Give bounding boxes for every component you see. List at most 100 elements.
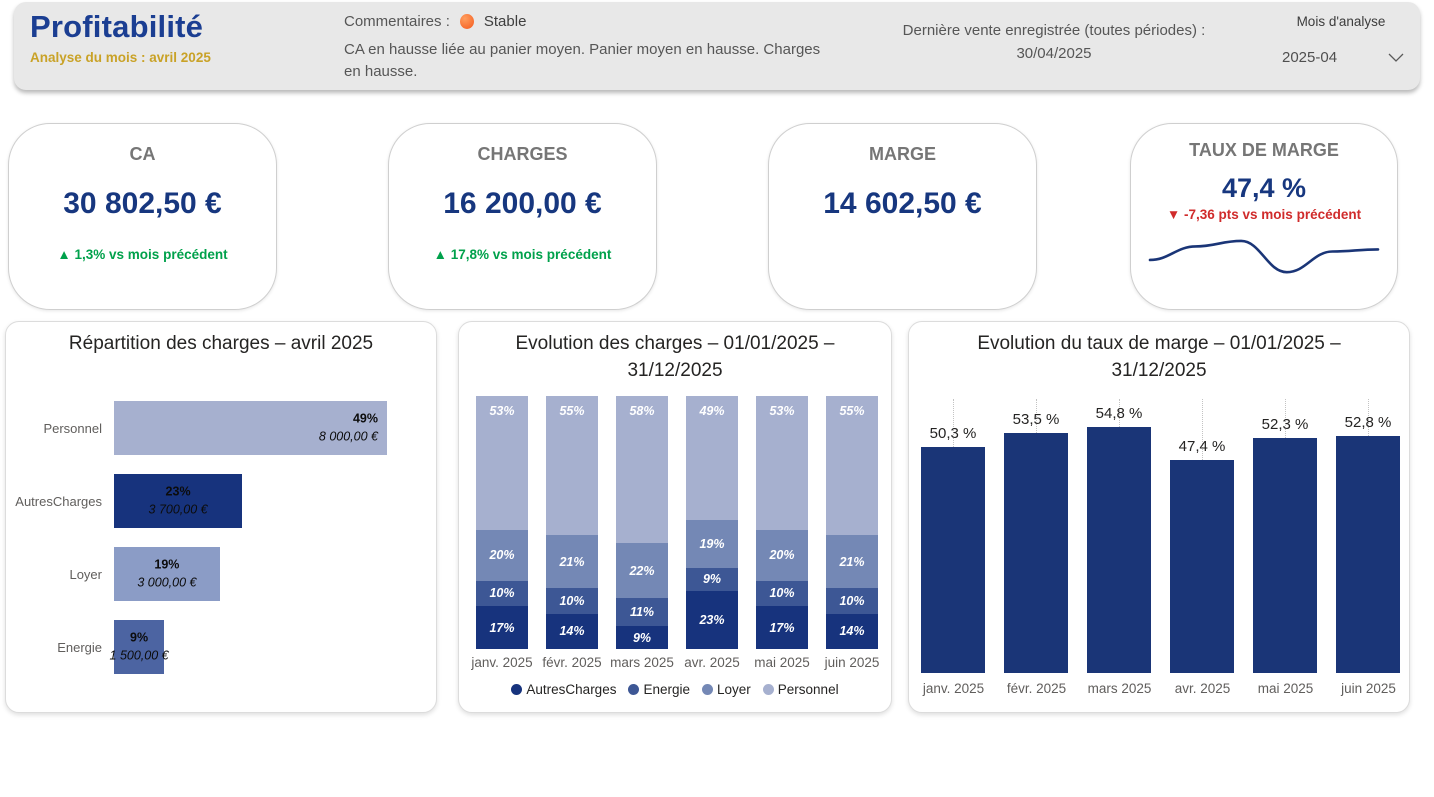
column-avr-2025[interactable]: 47,4 %	[1170, 399, 1234, 673]
column-mars-2025[interactable]: 54,8 %	[1087, 399, 1151, 673]
segment-loyer[interactable]: 22%	[616, 542, 668, 599]
segment-personnel[interactable]: 55%	[826, 396, 878, 536]
margin-rate-bar[interactable]	[1170, 460, 1234, 673]
stacked-column-mai-2025[interactable]: 53% 20% 10% 17%	[756, 396, 808, 649]
segment-autrescharges[interactable]: 17%	[756, 606, 808, 649]
legend-item-personnel[interactable]: Personnel	[762, 682, 839, 697]
bar-value-label: 53,5 %	[1012, 410, 1060, 428]
segment-energie[interactable]: 10%	[546, 588, 598, 614]
dotted-gridline	[1368, 399, 1369, 436]
bar-euro-label: 8 000,00 €	[318, 429, 378, 444]
comments-block: Commentaires : Stable CA en hausse liée …	[344, 13, 834, 83]
segment-energie[interactable]: 11%	[616, 598, 668, 627]
legend-label: Personnel	[777, 682, 839, 697]
bar-personnel[interactable]: 49% 8 000,00 €	[114, 401, 387, 456]
sparkline-path	[1148, 239, 1380, 274]
segment-loyer[interactable]: 21%	[546, 535, 598, 589]
bar-track: 9% 1 500,00 €	[110, 620, 436, 675]
kpi-value: 47,4 %	[1221, 173, 1307, 203]
legend-dot-icon	[762, 684, 774, 695]
kpi-card-charges: CHARGES 16 200,00 € ▲ 17,8% vs mois préc…	[388, 123, 657, 310]
segment-energie[interactable]: 10%	[756, 580, 808, 606]
bar-loyer[interactable]: 19% 3 000,00 €	[114, 547, 220, 602]
segment-loyer[interactable]: 20%	[476, 530, 528, 581]
comment-body: CA en hausse liée au panier moyen. Panie…	[344, 41, 821, 80]
stacked-column-mars-2025[interactable]: 58% 22% 11% 9%	[616, 396, 668, 649]
last-sale-label: Dernière vente enregistrée (toutes pério…	[902, 22, 1206, 39]
category-label: Energie	[57, 639, 102, 655]
bar-energie[interactable]: 9% 1 500,00 €	[110, 620, 169, 675]
x-axis-labels: janv. 2025 févr. 2025 mars 2025 avr. 2025 ma…	[912, 681, 1410, 696]
segment-personnel[interactable]: 58%	[616, 396, 668, 543]
segment-autrescharges[interactable]: 14%	[546, 613, 598, 649]
kpi-value: 14 602,50 €	[823, 187, 982, 220]
kpi-value: 16 200,00 €	[443, 187, 602, 220]
margin-rate-bar[interactable]	[1087, 426, 1151, 673]
segment-autrescharges[interactable]: 14%	[826, 613, 878, 649]
legend-item-loyer[interactable]: Loyer	[702, 682, 751, 697]
column-f-vr-2025[interactable]: 53,5 %	[1004, 399, 1068, 673]
bar-autrescharges[interactable]: 23% 3 700,00 €	[114, 474, 243, 529]
chevron-down-icon[interactable]	[1388, 53, 1404, 62]
last-sale-block: Dernière vente enregistrée (toutes pério…	[884, 19, 1224, 66]
x-tick-label: févr. 2025	[542, 655, 602, 670]
margin-rate-bar[interactable]	[921, 447, 985, 673]
segment-loyer[interactable]: 20%	[756, 530, 808, 581]
column-janv-2025[interactable]: 50,3 %	[921, 399, 985, 673]
month-filter-label: Mois d'analyse	[1296, 14, 1386, 29]
comments-label: Commentaires :	[344, 13, 450, 30]
x-tick-label: févr. 2025	[1006, 681, 1067, 696]
stacked-column-f-vr-2025[interactable]: 55% 21% 10% 14%	[546, 396, 598, 649]
segment-personnel[interactable]: 53%	[756, 396, 808, 531]
stacked-column-avr-2025[interactable]: 49% 19% 9% 23%	[686, 396, 738, 649]
dotted-gridline	[1285, 399, 1286, 439]
segment-autrescharges[interactable]: 23%	[686, 590, 738, 649]
x-tick-label: janv. 2025	[922, 681, 985, 696]
margin-rate-sparkline	[1148, 239, 1380, 274]
kpi-delta: ▲ 1,3% vs mois précédent	[57, 247, 228, 262]
segment-autrescharges[interactable]: 17%	[476, 606, 528, 649]
x-tick-label: avr. 2025	[684, 655, 740, 670]
margin-rate-bar[interactable]	[1336, 435, 1400, 673]
segment-personnel[interactable]: 49%	[686, 396, 738, 520]
segment-energie[interactable]: 10%	[826, 588, 878, 614]
dotted-gridline	[1119, 399, 1120, 427]
kpi-title: CA	[129, 144, 156, 164]
segment-energie[interactable]: 9%	[686, 568, 738, 591]
kpi-title: TAUX DE MARGE	[1189, 140, 1339, 160]
bar-row: Loyer 19% 3 000,00 €	[6, 538, 436, 611]
bar-data-label: 49% 8 000,00 €	[319, 411, 378, 446]
segment-autrescharges[interactable]: 9%	[616, 626, 668, 649]
segment-loyer[interactable]: 21%	[826, 535, 878, 589]
last-sale-value: 30/04/2025	[1016, 45, 1092, 63]
report-title-block: Profitabilité Analyse du mois : avril 20…	[30, 9, 211, 65]
header-bar: Profitabilité Analyse du mois : avril 20…	[14, 2, 1420, 90]
segment-personnel[interactable]: 55%	[546, 396, 598, 536]
bar-row: Energie 9% 1 500,00 €	[6, 611, 436, 684]
month-dropdown[interactable]: 2025-04	[1272, 49, 1410, 66]
horizontal-bar-chart: Personnel 49% 8 000,00 € AutresCharges 23% 3 …	[6, 392, 436, 684]
segment-personnel[interactable]: 53%	[476, 396, 528, 531]
x-tick-label: juin 2025	[824, 655, 880, 670]
x-tick-label: mars 2025	[610, 655, 674, 670]
stacked-column-juin-2025[interactable]: 55% 21% 10% 14%	[826, 396, 878, 649]
legend-item-energie[interactable]: Energie	[628, 682, 690, 697]
margin-rate-bar[interactable]	[1253, 438, 1317, 673]
stacked-column-janv-2025[interactable]: 53% 20% 10% 17%	[476, 396, 528, 649]
bar-track: 49% 8 000,00 €	[114, 401, 436, 456]
segment-loyer[interactable]: 19%	[686, 519, 738, 569]
column-mai-2025[interactable]: 52,3 %	[1253, 399, 1317, 673]
dotted-gridline	[953, 399, 954, 448]
legend-label: Loyer	[717, 682, 751, 697]
kpi-delta: ▼ -7,36 pts vs mois précédent	[1166, 207, 1362, 222]
segment-energie[interactable]: 10%	[476, 580, 528, 606]
margin-rate-bar[interactable]	[1004, 432, 1068, 673]
chart-title: Répartition des charges – avril 2025	[68, 333, 374, 354]
x-tick-label: juin 2025	[1341, 681, 1396, 696]
legend-item-autrescharges[interactable]: AutresCharges	[511, 682, 616, 697]
column-juin-2025[interactable]: 52,8 %	[1336, 399, 1400, 673]
x-tick-label: mai 2025	[754, 655, 810, 670]
kpi-value: 30 802,50 €	[63, 187, 222, 220]
bar-value-label: 52,8 %	[1344, 413, 1392, 431]
bar-percent-label: 23%	[165, 484, 191, 499]
